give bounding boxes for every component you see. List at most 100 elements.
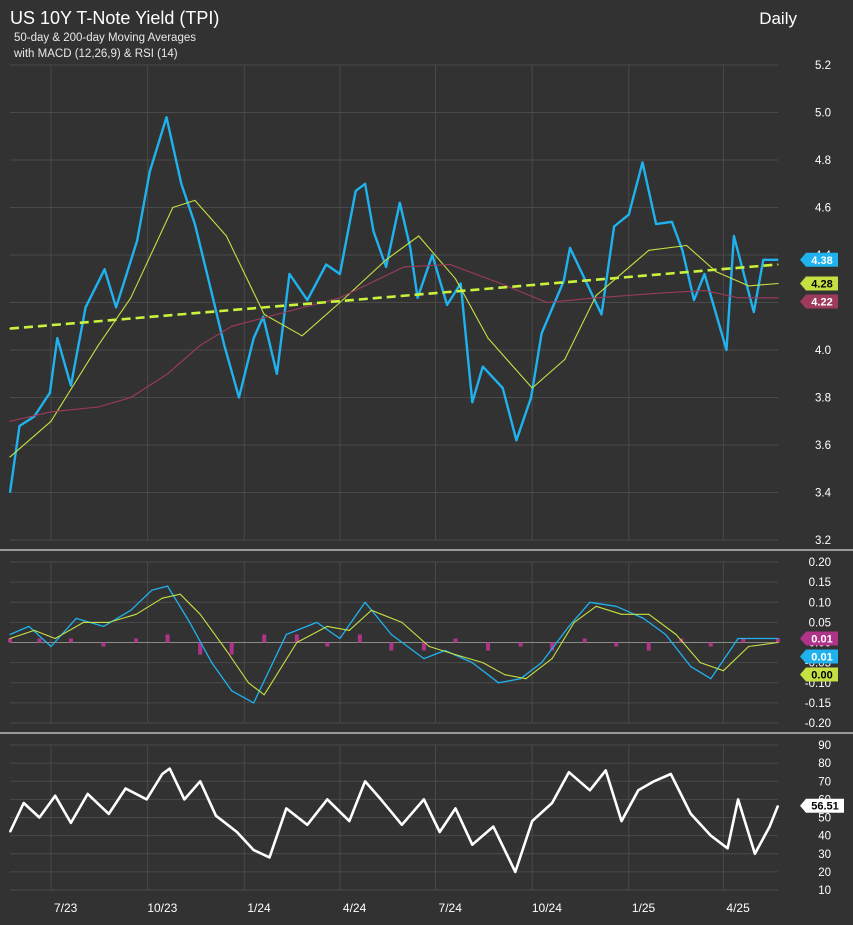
- ma50-point: [225, 235, 227, 237]
- rsi-point: [401, 824, 403, 826]
- macd-last-value-tag: [800, 631, 838, 646]
- price-point: [693, 299, 695, 301]
- price-point: [385, 266, 387, 268]
- price-point: [253, 337, 255, 339]
- ma200-point: [449, 263, 451, 266]
- signal-point: [722, 670, 725, 672]
- ma200-line: [9, 263, 778, 422]
- macd-histogram-bar: [101, 642, 106, 647]
- rsi-point: [727, 847, 729, 849]
- x-tick-label: 4/25: [726, 901, 750, 915]
- ma200-point: [50, 411, 52, 413]
- price-point: [165, 116, 168, 118]
- macd-histogram-bar: [486, 642, 491, 651]
- signal-point: [551, 658, 553, 660]
- ma50-point: [648, 249, 650, 251]
- macd-histogram-bar: [421, 642, 426, 651]
- ma50-point: [194, 199, 196, 201]
- macd-point: [777, 637, 779, 640]
- rsi-point: [199, 780, 201, 782]
- trendline-point: [9, 328, 11, 330]
- price-y-tick-label: 3.2: [815, 535, 831, 547]
- macd-line: [9, 585, 778, 704]
- macd-point: [339, 637, 341, 640]
- macd-last-value-label: 0.01: [811, 633, 832, 645]
- ma50-point: [50, 420, 52, 422]
- price-point: [56, 337, 58, 339]
- rsi-point: [146, 798, 148, 801]
- price-y-tick-label: 3.8: [815, 393, 831, 405]
- macd-point: [541, 662, 543, 664]
- chart-subtitle-line2: with MACD (12,26,9) & RSI (14): [14, 48, 178, 60]
- price-point: [515, 439, 518, 441]
- price-point: [613, 225, 615, 228]
- ma50-point: [263, 313, 265, 315]
- rsi-point: [531, 820, 533, 822]
- price-point: [563, 280, 565, 282]
- price-point: [655, 223, 657, 225]
- rsi-point: [653, 780, 655, 782]
- price-point: [372, 230, 375, 232]
- signal-point: [454, 654, 457, 656]
- macd-histogram-bar: [550, 642, 555, 651]
- ma50-point: [130, 297, 132, 299]
- macd-y-tick-label: -0.15: [805, 698, 831, 710]
- macd-point: [130, 609, 132, 611]
- rsi-point: [87, 793, 89, 795]
- price-y-tick-label: 5.0: [815, 108, 831, 120]
- ma200-point: [97, 406, 99, 408]
- rsi-point: [9, 831, 11, 833]
- chart-title: US 10Y T-Note Yield (TPI): [10, 8, 220, 28]
- price-point: [115, 306, 117, 308]
- price-point: [136, 240, 138, 242]
- price-last-value-tag: [800, 276, 838, 291]
- rsi-y-tick-label: 80: [818, 758, 831, 770]
- signal-point: [348, 629, 350, 632]
- ma200-point: [130, 396, 132, 399]
- x-tick-label: 10/24: [532, 901, 562, 915]
- price-point: [180, 183, 182, 185]
- price-point: [49, 392, 51, 394]
- ma200-point: [199, 344, 201, 346]
- signal-point: [482, 662, 484, 664]
- rsi-point: [754, 853, 756, 855]
- signal-point: [9, 637, 11, 640]
- trendline-line: [9, 263, 779, 330]
- signal-point: [82, 621, 85, 624]
- macd-point: [690, 666, 692, 668]
- ma50-point: [454, 278, 457, 280]
- rsi-point: [125, 787, 127, 790]
- price-point: [409, 247, 411, 249]
- price-point: [194, 223, 196, 225]
- price-point: [9, 491, 11, 494]
- rsi-y-axis: 908070605040302010: [818, 740, 831, 897]
- ma50-point: [514, 368, 516, 370]
- macd-point: [189, 621, 191, 624]
- price-y-tick-label: 3.4: [815, 488, 832, 500]
- macd-point: [665, 633, 667, 636]
- ma50-point: [595, 294, 597, 296]
- price-last-value-tag: [800, 252, 838, 267]
- price-point: [325, 263, 327, 266]
- macd-point: [102, 625, 105, 628]
- rsi-point: [670, 773, 672, 775]
- rsi-line: [8, 767, 780, 874]
- signal-point: [263, 694, 265, 696]
- macd-point: [710, 678, 712, 680]
- price-point: [733, 235, 735, 237]
- signal-point: [699, 662, 701, 664]
- price-point: [541, 332, 543, 334]
- price-point: [276, 373, 278, 375]
- macd-grid: [10, 561, 778, 724]
- price-point: [238, 396, 240, 399]
- rsi-point: [471, 844, 473, 846]
- signal-point: [247, 682, 250, 684]
- price-point: [85, 306, 87, 308]
- price-point: [431, 254, 433, 256]
- price-point: [569, 247, 571, 249]
- rsi-y-tick-label: 20: [818, 867, 831, 879]
- x-tick-label: 7/24: [439, 901, 463, 915]
- ma50-point: [564, 358, 566, 361]
- rsi-last-value-tags: 56.51: [800, 798, 844, 813]
- price-line: [8, 116, 778, 493]
